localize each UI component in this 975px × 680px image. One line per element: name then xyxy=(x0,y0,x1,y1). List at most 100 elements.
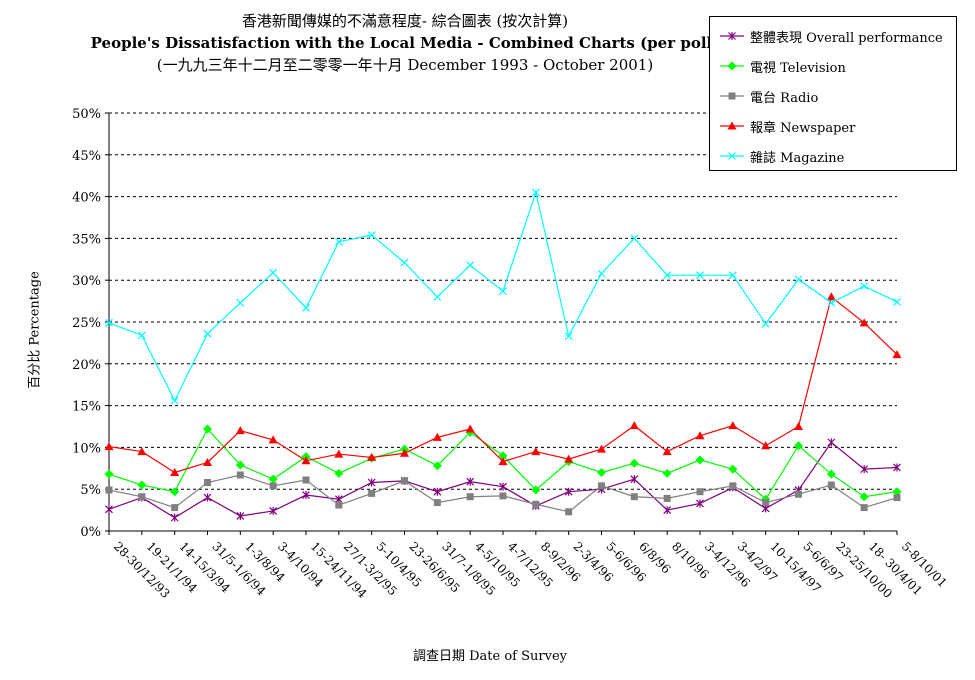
data-point xyxy=(499,482,507,491)
series-0 xyxy=(105,438,901,522)
legend-marker xyxy=(727,121,737,130)
legend-entry: 電視 Television xyxy=(720,56,846,76)
data-point xyxy=(795,490,802,498)
data-point xyxy=(433,499,441,507)
data-point xyxy=(235,460,245,470)
data-point xyxy=(696,488,704,496)
data-point xyxy=(859,318,869,327)
data-point xyxy=(367,478,376,487)
data-point xyxy=(761,319,770,328)
data-point xyxy=(203,457,212,466)
data-point xyxy=(466,261,475,270)
data-point xyxy=(104,469,114,479)
data-point xyxy=(629,458,639,468)
data-point xyxy=(728,271,737,280)
data-point xyxy=(171,504,179,512)
series-1 xyxy=(104,424,902,504)
legend-swatch xyxy=(720,32,744,40)
data-point xyxy=(104,442,114,451)
data-point xyxy=(794,422,803,430)
data-point xyxy=(629,421,639,430)
data-point xyxy=(170,467,180,476)
series-line xyxy=(108,295,898,474)
chart-subtitle: (一九九三年十二月至二零零一年十月 December 1993 - Octobe… xyxy=(156,56,654,74)
y-tick-label: 45% xyxy=(72,149,101,164)
data-point xyxy=(531,188,540,197)
data-point xyxy=(695,431,705,440)
data-point xyxy=(432,432,442,441)
data-point xyxy=(564,454,574,463)
data-point xyxy=(892,350,902,359)
data-point xyxy=(236,511,245,520)
data-point xyxy=(301,456,311,465)
legend-entry: 整體表現 Overall performance xyxy=(720,26,943,46)
data-point xyxy=(696,499,704,508)
legend-swatch xyxy=(720,152,744,160)
data-point xyxy=(794,275,803,284)
legend-entry: 報章 Newspaper xyxy=(720,116,855,136)
data-point xyxy=(368,489,376,497)
data-point xyxy=(630,493,638,501)
data-point xyxy=(695,455,705,465)
data-point xyxy=(728,421,738,430)
data-point xyxy=(499,492,507,500)
data-point xyxy=(826,469,836,479)
data-point xyxy=(367,231,376,239)
data-point xyxy=(170,487,180,497)
data-point xyxy=(630,475,639,484)
data-point xyxy=(498,451,508,461)
data-point xyxy=(893,494,901,502)
data-point xyxy=(432,461,442,471)
data-point xyxy=(302,476,310,484)
legend-label: 整體表現 Overall performance xyxy=(750,30,943,46)
data-point xyxy=(893,463,901,472)
data-point xyxy=(170,396,179,405)
data-point xyxy=(400,448,409,457)
chart-title-en: People's Dissatisfaction with the Local … xyxy=(90,34,720,52)
data-point xyxy=(893,298,901,306)
data-point xyxy=(859,492,869,502)
data-point xyxy=(597,467,606,477)
data-point xyxy=(203,493,212,502)
data-point xyxy=(302,491,310,500)
data-point xyxy=(794,441,803,451)
data-point xyxy=(597,444,606,453)
data-point xyxy=(268,435,278,444)
data-point xyxy=(170,513,179,522)
data-point xyxy=(138,493,146,501)
data-point xyxy=(662,468,672,478)
legend-swatch xyxy=(720,92,744,100)
data-point xyxy=(860,465,869,474)
data-point xyxy=(105,505,113,514)
y-tick-label: 40% xyxy=(72,191,101,206)
data-point xyxy=(236,471,244,479)
data-point xyxy=(236,298,245,307)
legend-label: 電台 Radio xyxy=(750,90,819,106)
data-point xyxy=(367,452,377,461)
data-point xyxy=(203,329,212,338)
data-point xyxy=(499,287,507,295)
data-point xyxy=(532,500,540,508)
data-point xyxy=(466,477,475,486)
data-point xyxy=(860,504,868,512)
y-tick-label: 5% xyxy=(80,483,101,498)
data-point xyxy=(137,331,146,340)
data-point xyxy=(761,441,771,450)
data-point xyxy=(269,482,277,490)
data-point xyxy=(433,487,442,496)
data-point xyxy=(630,234,639,243)
data-point xyxy=(892,487,902,497)
y-tick-labels: 0% 5% 10% 15% 20% 25% 30% 35% 40% 45% 50% xyxy=(72,107,101,540)
data-point xyxy=(105,318,113,327)
data-point xyxy=(662,447,672,456)
data-point xyxy=(564,487,573,496)
chart-title-block: 香港新聞傳媒的不滿意程度- 綜合圖表 (按次計算) People's Dissa… xyxy=(90,10,720,76)
y-tick-label: 15% xyxy=(72,400,101,415)
data-point xyxy=(334,449,344,458)
series-4 xyxy=(105,188,901,405)
data-point xyxy=(137,480,147,490)
data-point xyxy=(498,457,508,466)
y-tick-label: 35% xyxy=(72,232,101,247)
data-point xyxy=(597,269,606,278)
